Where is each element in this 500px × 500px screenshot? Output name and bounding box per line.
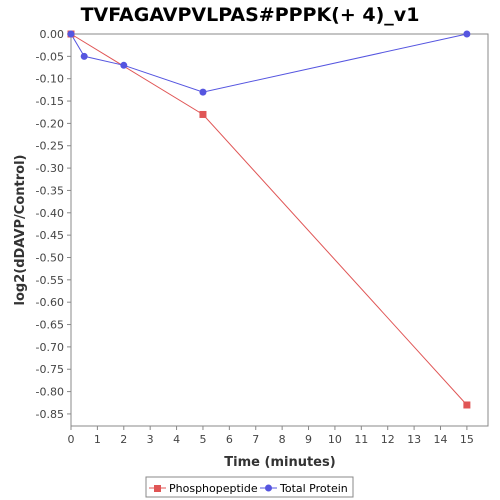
y-tick-label: -0.85: [36, 408, 64, 421]
legend-total-protein-label: Total Protein: [279, 482, 348, 495]
y-tick-label: -0.40: [36, 207, 64, 220]
y-tick-label: -0.10: [36, 73, 64, 86]
y-tick-label: -0.20: [36, 117, 64, 130]
phosphopeptide-point: [199, 110, 207, 118]
legend-item-phosphopeptide: Phosphopeptide: [149, 482, 258, 495]
y-tick-label: -0.70: [36, 341, 64, 354]
total-protein-point: [463, 30, 471, 38]
total-protein-point: [120, 61, 128, 69]
x-axis-label: Time (minutes): [224, 455, 335, 470]
x-tick-label: 3: [147, 433, 154, 446]
y-tick-label: -0.05: [36, 50, 64, 63]
y-tick-label: -0.55: [36, 274, 64, 287]
legend: Phosphopeptide Total Protein: [145, 476, 354, 498]
legend-phosphopeptide-label: Phosphopeptide: [169, 482, 258, 495]
x-tick-label: 2: [120, 433, 127, 446]
x-tick-label: 11: [354, 433, 368, 446]
y-tick-label: 0.00: [40, 28, 65, 41]
x-tick-label: 15: [460, 433, 474, 446]
total-protein-point: [67, 30, 75, 38]
legend-total-protein-circle-icon: [265, 484, 272, 492]
x-tick-label: 9: [305, 433, 312, 446]
x-tick-label: 6: [226, 433, 233, 446]
series-points: [67, 30, 471, 409]
y-tick-label: -0.45: [36, 229, 64, 242]
x-tick-label: 8: [279, 433, 286, 446]
y-tick-label: -0.50: [36, 251, 64, 264]
y-axis-label: log2(dDAVP/Control): [13, 155, 28, 306]
x-tick-label: 5: [199, 433, 206, 446]
y-tick-label: -0.75: [36, 363, 64, 376]
x-tick-label: 14: [433, 433, 447, 446]
x-tick-label: 13: [407, 433, 421, 446]
y-tick-label: -0.35: [36, 184, 64, 197]
x-tick-label: 12: [381, 433, 395, 446]
y-axis: 0.00 -0.05 -0.10 -0.15 -0.20 -0.25 -0.30 -0.35 -…: [36, 28, 71, 421]
x-tick-label: 0: [68, 433, 75, 446]
x-tick-label: 10: [328, 433, 342, 446]
total-protein-point: [80, 52, 88, 60]
legend-phosphopeptide-square-icon: [154, 485, 161, 492]
y-tick-label: -0.60: [36, 296, 64, 309]
x-tick-label: 1: [94, 433, 101, 446]
chart-title: TVFAGAVPVLPAS#PPPK(+ 4)_v1: [81, 4, 420, 26]
y-tick-label: -0.30: [36, 162, 64, 175]
y-tick-label: -0.25: [36, 140, 64, 153]
plot-area: [70, 33, 489, 427]
x-axis: 0 1 2 3 4 5 6 7 8 9 10 11 12 13 14 15: [68, 426, 474, 446]
x-tick-label: 4: [173, 433, 180, 446]
y-tick-label: -0.65: [36, 319, 64, 332]
y-tick-label: -0.15: [36, 95, 64, 108]
phosphopeptide-point: [463, 401, 471, 409]
legend-item-total-protein: Total Protein: [260, 482, 348, 495]
legend-box: [145, 476, 354, 498]
total-protein-point: [199, 88, 207, 96]
y-tick-label: -0.80: [36, 386, 64, 399]
x-tick-label: 7: [252, 433, 259, 446]
